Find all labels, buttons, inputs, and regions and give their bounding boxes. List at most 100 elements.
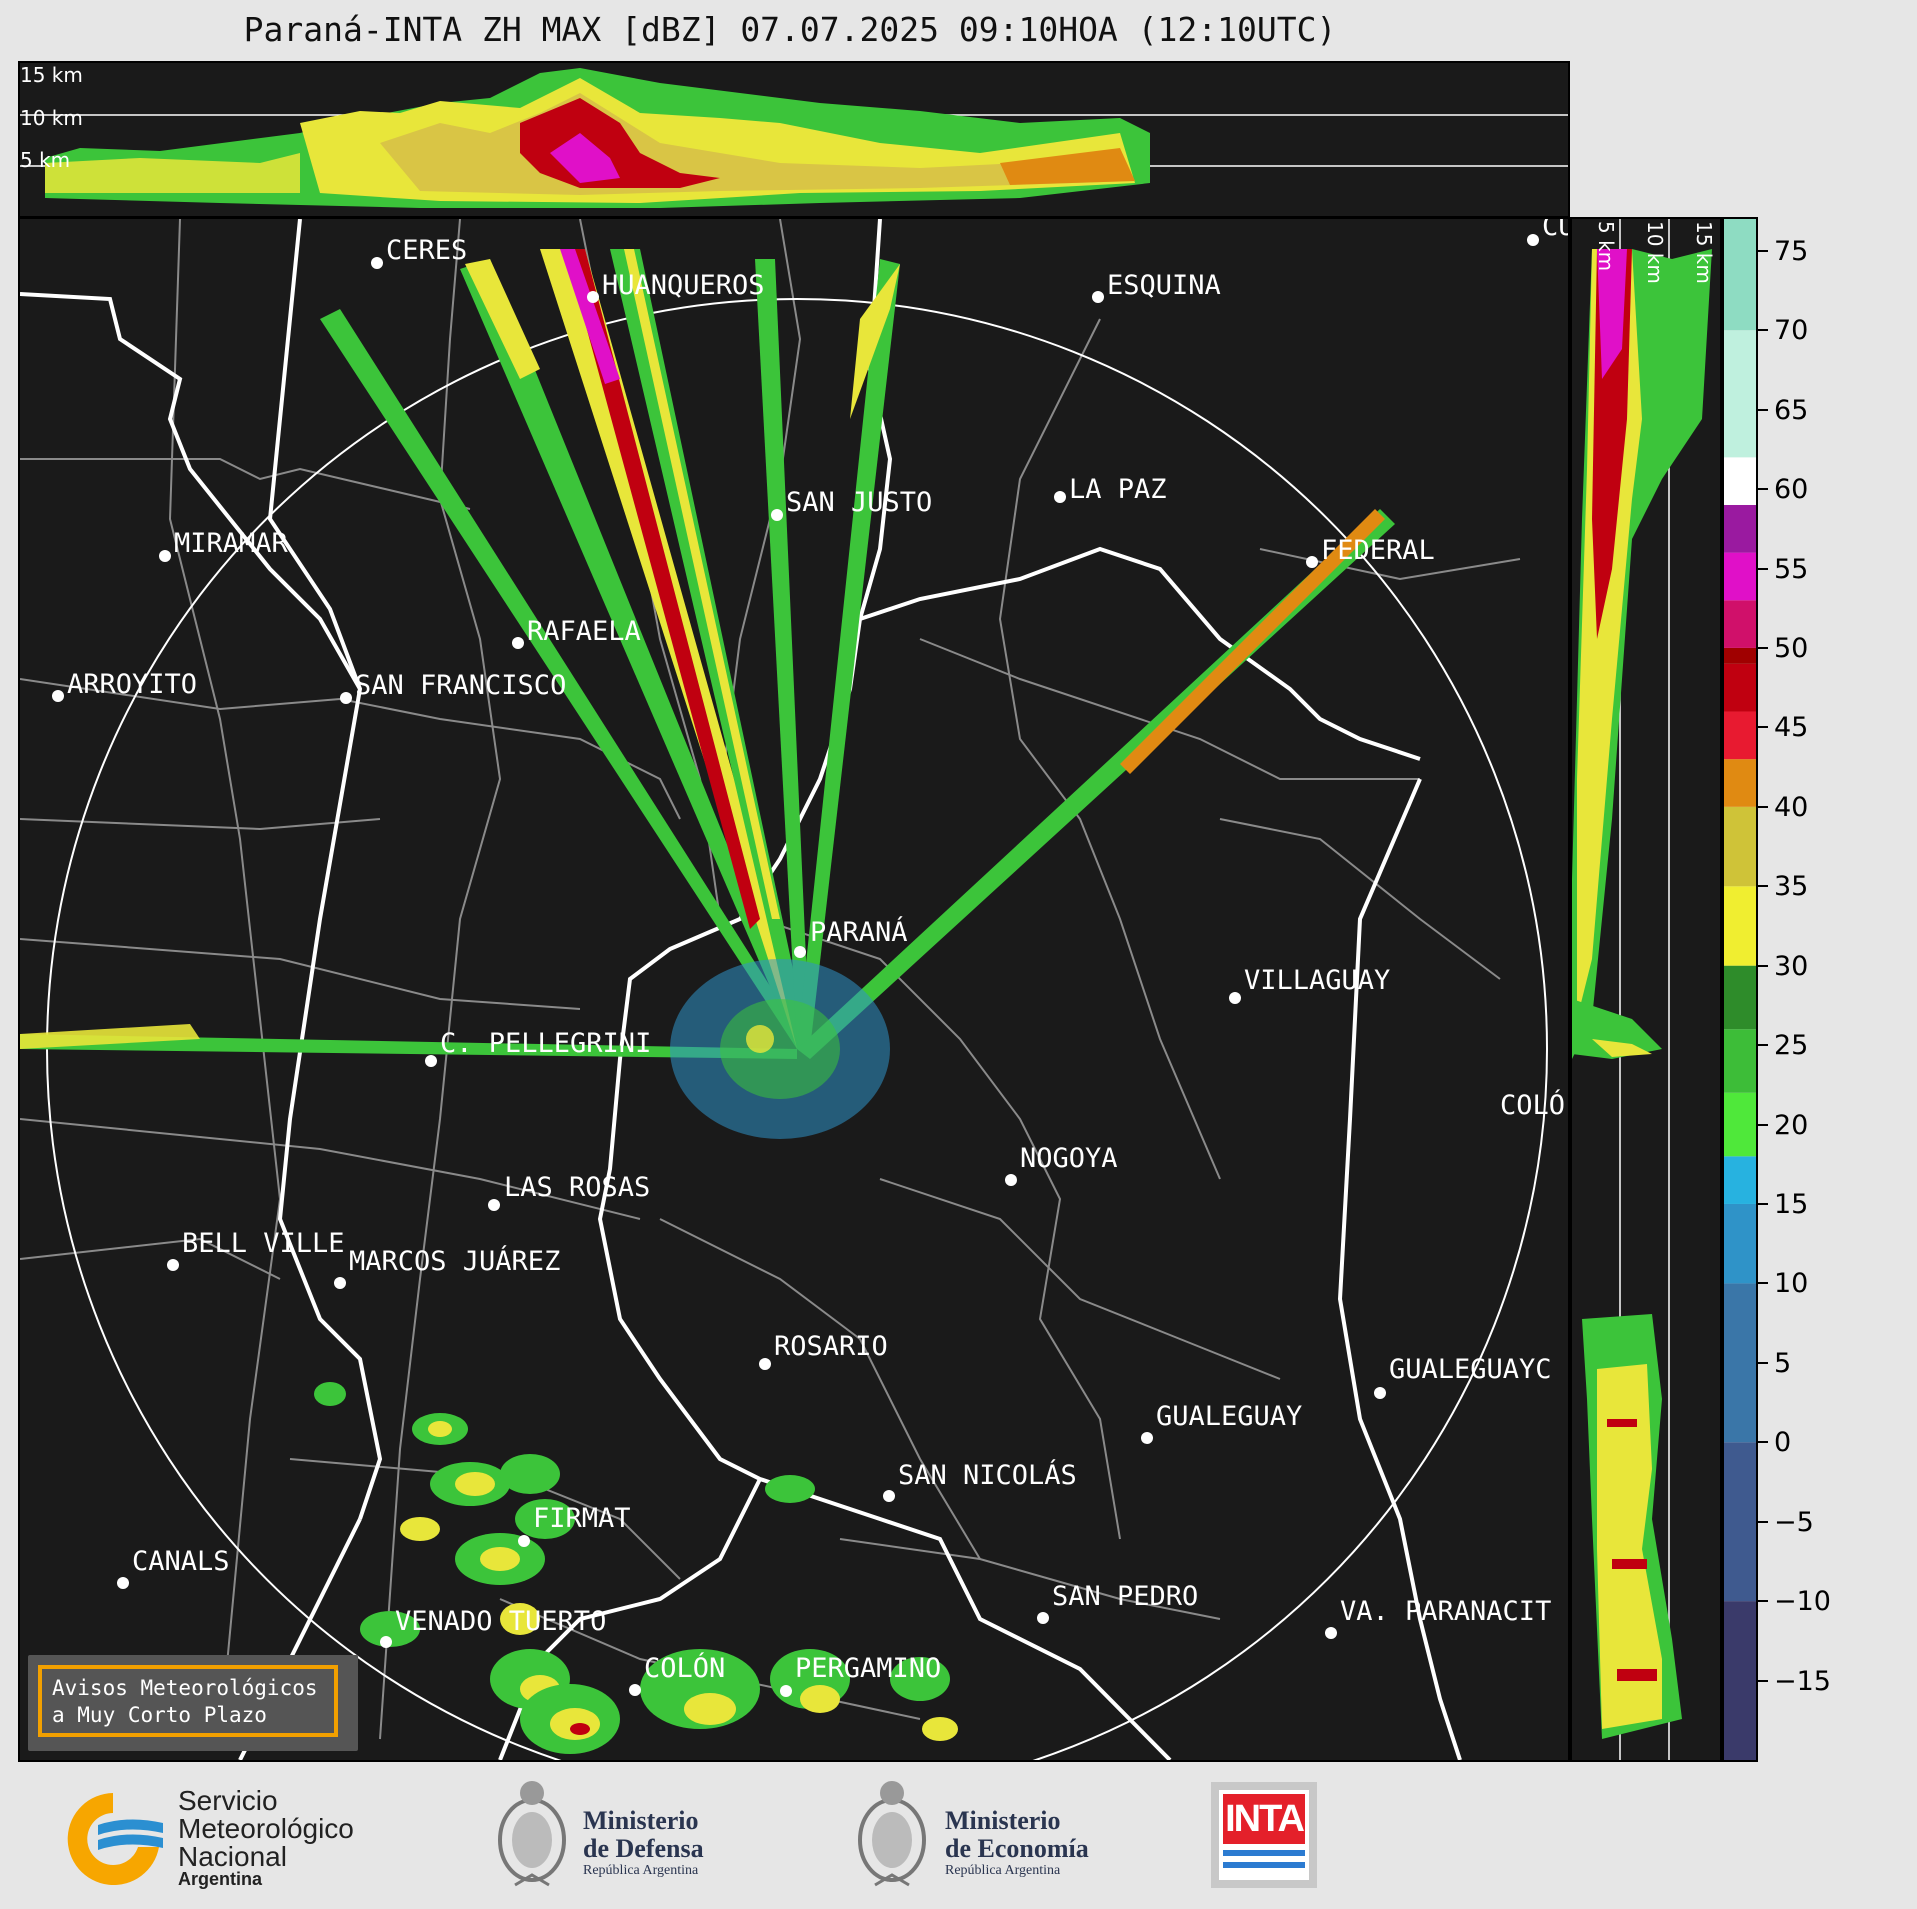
economia-seal-icon	[855, 1775, 930, 1895]
colorbar-tick	[1758, 488, 1768, 491]
city-label-colo: COLÓ	[1500, 1090, 1566, 1121]
smn-logo-icon	[58, 1785, 168, 1885]
city-marker	[518, 1535, 530, 1547]
city-marker	[780, 1685, 792, 1697]
top-level-label-10km: 10 km	[20, 106, 83, 130]
city-label-c-pellegrini: C. PELLEGRINI	[440, 1028, 652, 1059]
colorbar-segment	[1724, 759, 1756, 807]
colorbar-segment	[1724, 806, 1756, 887]
colorbar-gradient	[1724, 219, 1756, 1760]
city-marker	[1141, 1432, 1153, 1444]
colorbar-tick	[1758, 1282, 1768, 1285]
city-label-san-pedro: SAN PEDRO	[1052, 1581, 1199, 1612]
colorbar-tick-label: 75	[1774, 235, 1809, 267]
city-marker	[117, 1577, 129, 1589]
city-label-cu: CU	[1542, 217, 1568, 242]
colorbar-tick-label: −10	[1774, 1586, 1831, 1618]
city-marker	[1306, 556, 1318, 568]
city-marker	[488, 1199, 500, 1211]
radar-echo-beams	[20, 249, 1395, 1059]
city-label-arroyito: ARROYITO	[67, 669, 198, 700]
smn-logo-line-1: Servicio	[178, 1785, 278, 1816]
defensa-line-1: Ministerio	[583, 1806, 699, 1835]
city-label-federal: FEDERAL	[1321, 535, 1435, 566]
colorbar-segment	[1724, 552, 1756, 601]
side-cross-section-panel: 5 km 10 km 15 km	[1570, 217, 1722, 1762]
colorbar-tick	[1758, 964, 1768, 967]
city-label-pergamino: PERGAMINO	[795, 1653, 942, 1684]
radar-clutter	[670, 959, 890, 1139]
city-marker	[159, 550, 171, 562]
city-label-la-paz: LA PAZ	[1069, 474, 1167, 505]
colorbar-tick	[1758, 408, 1768, 411]
colorbar-tick	[1758, 805, 1768, 808]
colorbar-segment	[1724, 647, 1756, 664]
city-label-rafaela: RAFAELA	[527, 616, 641, 647]
radar-map-panel: CERES HUANQUEROS ESQUINA CU SAN JUSTO LA…	[18, 217, 1570, 1762]
notice-box[interactable]: Avisos Meteorológicos a Muy Corto Plazo	[28, 1655, 358, 1751]
city-marker	[1005, 1174, 1017, 1186]
top-cross-section-panel: 15 km 10 km 5 km	[18, 61, 1570, 218]
colorbar-segment	[1724, 457, 1756, 505]
side-level-label-10km: 10 km	[1643, 221, 1667, 284]
side-cross-section-plot	[1572, 219, 1712, 1760]
colorbar-tick-label: 5	[1774, 1347, 1792, 1379]
economia-line-3: República Argentina	[945, 1863, 1061, 1878]
city-marker	[1325, 1627, 1337, 1639]
colorbar-segment	[1724, 600, 1756, 648]
colorbar-segment	[1724, 1283, 1756, 1443]
colorbar-tick	[1758, 646, 1768, 649]
colorbar-segment	[1724, 663, 1756, 712]
top-cross-section-plot	[20, 68, 1568, 208]
city-label-marcos-juarez: MARCOS JUÁREZ	[349, 1246, 561, 1277]
city-label-colon: COLÓN	[644, 1653, 726, 1684]
colorbar-tick-label: 55	[1774, 553, 1809, 585]
colorbar-tick	[1758, 1361, 1768, 1364]
city-label-rosario: ROSARIO	[774, 1331, 888, 1362]
colorbar-segment	[1724, 1029, 1756, 1093]
economia-line-2: de Economía	[945, 1834, 1089, 1863]
colorbar-segment	[1724, 886, 1756, 966]
city-label-villaguay: VILLAGUAY	[1244, 965, 1391, 996]
city-marker	[1527, 234, 1539, 246]
notice-line-2: a Muy Corto Plazo	[52, 1703, 267, 1727]
inta-logo-text: INTA	[1223, 1794, 1305, 1844]
city-label-va-paranacit: VA. PARANACIT	[1340, 1596, 1552, 1627]
colorbar-tick-label: 50	[1774, 632, 1809, 664]
defensa-line-2: de Defensa	[583, 1834, 704, 1863]
colorbar-segment	[1724, 219, 1756, 331]
city-marker	[629, 1684, 641, 1696]
city-label-las-rosas: LAS ROSAS	[504, 1172, 651, 1203]
city-marker	[587, 291, 599, 303]
city-label-nogoya: NOGOYA	[1020, 1143, 1118, 1174]
top-level-label-5km: 5 km	[20, 148, 71, 172]
colorbar-tick	[1758, 1520, 1768, 1523]
chart-title: Paraná-INTA ZH MAX [dBZ] 07.07.2025 09:1…	[243, 10, 1337, 49]
colorbar-segment	[1724, 1442, 1756, 1602]
colorbar-segment	[1724, 711, 1756, 760]
colorbar-tick-label: 60	[1774, 474, 1809, 506]
city-label-gualeguay: GUALEGUAY	[1156, 1401, 1303, 1432]
side-level-label-5km: 5 km	[1594, 221, 1618, 272]
colorbar-tick-label: 45	[1774, 712, 1809, 744]
defensa-seal-icon	[495, 1775, 570, 1895]
city-marker	[334, 1277, 346, 1289]
city-label-san-justo: SAN JUSTO	[786, 487, 933, 518]
colorbar-tick	[1758, 249, 1768, 252]
colorbar-tick	[1758, 1441, 1768, 1444]
colorbar-tick	[1758, 1600, 1768, 1603]
city-marker	[883, 1490, 895, 1502]
radar-map	[20, 219, 1548, 1760]
colorbar-tick-label: 70	[1774, 315, 1809, 347]
city-marker	[759, 1358, 771, 1370]
colorbar-tick-label: 15	[1774, 1188, 1809, 1220]
city-marker	[512, 637, 524, 649]
colorbar-segment	[1724, 1092, 1756, 1157]
city-marker	[340, 692, 352, 704]
city-label-canals: CANALS	[132, 1546, 230, 1577]
city-marker	[1037, 1612, 1049, 1624]
colorbar-tick	[1758, 567, 1768, 570]
colorbar-tick-label: 0	[1774, 1427, 1792, 1459]
notice-frame: Avisos Meteorológicos a Muy Corto Plazo	[38, 1665, 338, 1737]
city-label-ceres: CERES	[386, 235, 468, 266]
